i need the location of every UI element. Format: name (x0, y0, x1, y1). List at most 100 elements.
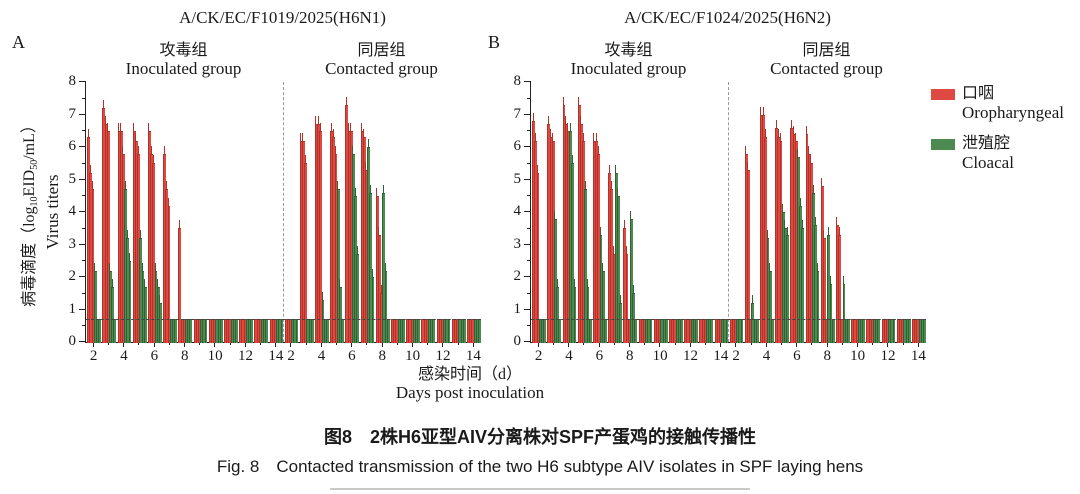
bar-oropharyngeal (838, 234, 842, 343)
bar-cloacal (799, 205, 803, 343)
x-axis-tick (629, 342, 631, 347)
bar-oropharyngeal (577, 104, 581, 343)
x-axis-tick (199, 342, 201, 345)
bar-cloacal (801, 228, 805, 343)
error-bar (315, 116, 317, 125)
error-bar (549, 129, 551, 138)
x-axis-tick (427, 342, 429, 345)
error-bar (615, 165, 617, 173)
bar-oropharyngeal (315, 124, 318, 343)
panel-a-contacted-label-cn: 同居组 (357, 42, 406, 59)
bar-oropharyngeal (132, 130, 136, 343)
bar-cloacal (632, 293, 635, 343)
bar-oropharyngeal (87, 137, 90, 343)
bar-oropharyngeal (302, 140, 305, 343)
bar-cloacal (725, 319, 729, 343)
x-axis-tick-label: 12 (238, 348, 254, 364)
x-axis-tick (123, 342, 125, 347)
error-bar (843, 275, 845, 284)
bar-cloacal (204, 319, 208, 343)
error-bar (610, 181, 612, 190)
panel-a-contacted-label-en: Contacted group (325, 59, 438, 78)
panel-a-plot: 0 1 2 3 4 5 6 7 8 2 4 6 8 10 12 14 2 4 6 8 10 12 14 (69, 73, 481, 364)
bar-oropharyngeal (836, 225, 839, 343)
x-axis-tick (214, 342, 216, 347)
y-axis-minor-tick (527, 227, 531, 229)
panel-a-title: A/CK/EC/F1019/2025(H6N1) (179, 8, 386, 27)
bar-oropharyngeal (551, 140, 555, 343)
bar-cloacal (341, 319, 345, 343)
bar-cloacal (108, 270, 112, 343)
error-bar (823, 230, 825, 238)
y-axis-tick (79, 341, 86, 343)
bar-oropharyngeal (89, 173, 93, 343)
x-axis-tick (472, 342, 474, 347)
y-axis-tick (79, 146, 86, 148)
x-axis-tick-label: 10 (652, 348, 668, 364)
bar-oropharyngeal (360, 130, 364, 343)
x-axis-tick-label: 8 (378, 348, 387, 364)
bar-oropharyngeal (549, 137, 553, 343)
bar-oropharyngeal (532, 121, 535, 343)
y-axis-tick-label: 5 (513, 170, 522, 187)
error-bar (120, 122, 122, 131)
error-bar (777, 129, 779, 138)
bar-cloacal (478, 319, 481, 343)
bar-cloacal (93, 270, 97, 343)
x-axis-tick (841, 342, 843, 345)
y-axis-tick-label: 6 (513, 138, 522, 154)
y-axis-tick (524, 81, 531, 83)
bar-cloacal (156, 286, 160, 343)
bar-cloacal (126, 238, 130, 343)
y-axis-tick (524, 146, 531, 148)
panel-b-inoculated-label-cn: 攻毒组 (604, 42, 653, 59)
bar-cloacal (369, 192, 373, 343)
y-axis-tick (524, 276, 531, 278)
bar-oropharyngeal (744, 153, 748, 343)
bar-oropharyngeal (792, 134, 796, 343)
bar-cloacal (447, 319, 451, 343)
x-axis-tick-label: 6 (793, 348, 801, 364)
x-axis-tick (260, 342, 261, 345)
error-bar (827, 226, 829, 235)
x-axis-tick (168, 342, 170, 345)
error-bar (762, 106, 764, 115)
panel-a-inoculated-label-cn: 攻毒组 (159, 42, 208, 59)
x-axis-tick-label: 4 (317, 348, 326, 364)
error-bar (367, 139, 369, 147)
bar-cloacal (558, 319, 562, 343)
cloacal-swatch-icon (931, 138, 955, 150)
bar-oropharyngeal (579, 124, 583, 343)
bar-oropharyngeal (597, 153, 601, 343)
error-bar (586, 278, 588, 287)
error-bar (790, 119, 792, 128)
y-axis-tick-label: 2 (68, 268, 77, 284)
error-bar (812, 184, 814, 193)
error-bar (817, 262, 819, 271)
bar-oropharyngeal (595, 140, 598, 343)
bar-cloacal (339, 286, 342, 343)
panel-b-title: A/CK/EC/F1024/2025(H6N2) (624, 8, 831, 27)
bar-cloacal (128, 260, 132, 343)
bar-oropharyngeal (365, 169, 368, 343)
y-axis-minor-tick (82, 325, 86, 327)
x-axis-tick (856, 342, 858, 347)
error-bar (167, 197, 169, 206)
bar-cloacal (755, 319, 759, 343)
x-axis-tick (887, 342, 889, 347)
bar-cloacal (143, 286, 147, 343)
error-bar (608, 165, 610, 173)
bar-oropharyngeal (362, 137, 366, 343)
error-bar (808, 145, 810, 154)
error-bar (593, 132, 595, 141)
bar-cloacal (382, 192, 386, 343)
x-axis-tick (320, 342, 322, 347)
y-axis-tick (524, 113, 531, 115)
bar-cloacal (321, 299, 325, 343)
error-bar (595, 132, 597, 141)
bar-cloacal (599, 234, 603, 343)
x-axis-tick (826, 342, 828, 347)
error-bar (332, 129, 334, 138)
bar-cloacal (543, 319, 546, 343)
